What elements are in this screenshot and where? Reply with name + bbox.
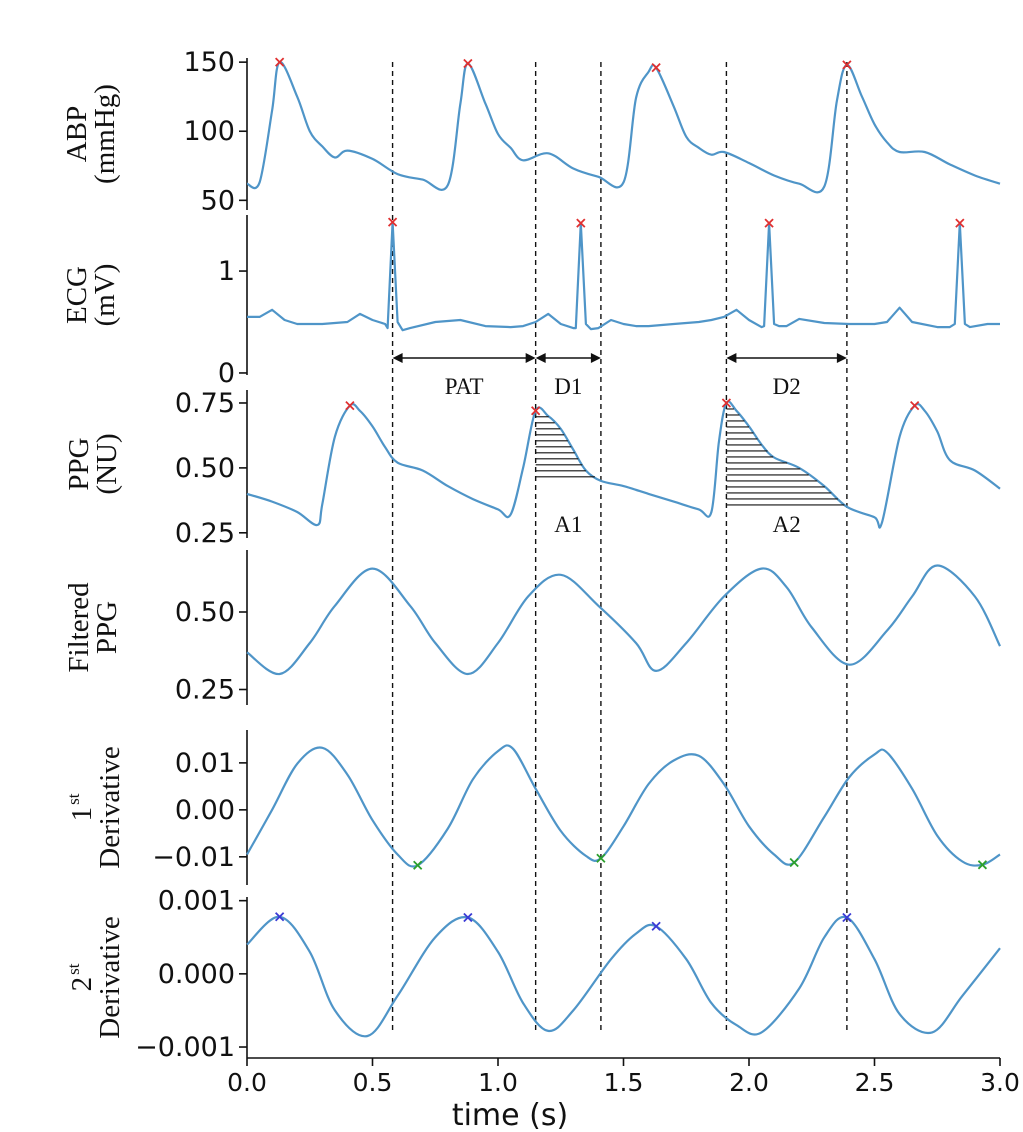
- ppg-marker: [345, 400, 355, 411]
- first_derivative-marker: [413, 860, 423, 870]
- first_derivative-trace: [246, 744, 1001, 868]
- first_derivative-y-tick-label: 0.01: [175, 748, 235, 779]
- ecg-marker: [955, 218, 965, 228]
- second_derivative-y-tick-label: −0.001: [135, 1032, 235, 1063]
- ecg-marker: [576, 218, 586, 228]
- x-axis-label: time (s): [452, 1098, 568, 1132]
- second_derivative-marker: [651, 921, 661, 931]
- signal-traces: [246, 57, 1001, 1038]
- abp-y-label: ABP(mmHg): [61, 84, 121, 184]
- filtered-y-tick-label: 0.25: [175, 675, 235, 706]
- first_derivative-marker: [596, 853, 606, 863]
- ecg-y-label-line: (mV): [89, 264, 121, 327]
- ecg-trace: [247, 221, 1000, 332]
- x-tick-label: 1.5: [604, 1068, 644, 1097]
- second_derivative-marker: [463, 912, 473, 923]
- x-tick-label: 0.0: [227, 1068, 267, 1097]
- interval-d1: D1: [535, 353, 601, 399]
- abp-trace: [246, 60, 1001, 194]
- hatched-area-a2: A2: [726, 408, 845, 537]
- second_derivative-y-label: 2st Derivative: [64, 916, 126, 1038]
- axes-layer: 50 100 150 ABP(mmHg) 0 1 ECG(mV) 0.25 0.50 0.75 PP…: [61, 47, 1020, 1097]
- annotations: PAT D1 D2 A1 A2: [392, 353, 847, 537]
- filtered-y-label-line: PPG: [91, 601, 123, 654]
- ecg-marker: [764, 218, 774, 228]
- ppg-y-label: PPG(NU): [63, 433, 123, 494]
- ppg-marker: [721, 398, 732, 408]
- abp-y-tick-label: 50: [201, 185, 235, 216]
- filtered-y-tick-label: 0.50: [175, 597, 235, 628]
- dashed-time-markers: [391, 62, 848, 1030]
- area-label: A1: [554, 512, 582, 537]
- abp-marker: [274, 57, 285, 67]
- first_derivative-marker: [789, 857, 799, 868]
- ppg-y-tick-label: 0.50: [175, 453, 235, 484]
- first_derivative-marker: [977, 860, 988, 870]
- abp-y-label-line: ABP: [61, 106, 93, 162]
- ecg-y-label-line: ECG: [61, 266, 93, 324]
- abp-y-tick-label: 100: [183, 116, 235, 147]
- second_derivative-trace: [246, 915, 1001, 1038]
- first_derivative-y-tick-label: −0.01: [152, 842, 235, 873]
- ppg-marker: [910, 400, 920, 411]
- second_derivative-y-tick-label: 0.001: [158, 886, 235, 917]
- ppg-y-label-line: (NU): [91, 433, 123, 494]
- abp-marker: [842, 60, 852, 70]
- ppg-y-tick-label: 0.75: [175, 388, 235, 419]
- abp-marker: [463, 58, 473, 69]
- x-tick-label: 2.0: [729, 1068, 769, 1097]
- ecg-y-tick-label: 0: [218, 358, 235, 389]
- x-tick-label: 1.0: [478, 1068, 518, 1097]
- filtered-y-label-line: Filtered: [63, 582, 95, 673]
- first_derivative-y-label: 1st Derivative: [64, 746, 126, 868]
- first_derivative-y-label-line: 1st: [64, 793, 98, 821]
- interval-label: D1: [554, 374, 582, 399]
- interval-label: D2: [773, 374, 801, 399]
- abp-y-tick-label: 150: [183, 47, 235, 78]
- ecg-marker: [387, 217, 398, 227]
- second_derivative-marker: [274, 912, 285, 922]
- ppg-trace: [246, 400, 1001, 529]
- second_derivative-y-tick-label: 0.000: [158, 959, 235, 990]
- x-tick-label: 0.5: [353, 1068, 393, 1097]
- ecg-y-tick-label: 1: [218, 256, 235, 287]
- ecg-y-label: ECG(mV): [61, 264, 121, 327]
- area-label: A2: [773, 512, 801, 537]
- second_derivative-y-label-line: Derivative: [94, 916, 126, 1038]
- hatched-area-a1: A1: [535, 416, 595, 537]
- x-tick-label: 3.0: [980, 1068, 1020, 1097]
- interval-label: PAT: [445, 374, 484, 399]
- abp-marker: [651, 63, 661, 73]
- ppg-y-label-line: PPG: [63, 437, 95, 490]
- filtered-trace: [246, 564, 1001, 676]
- x-tick-label: 2.5: [855, 1068, 895, 1097]
- interval-pat: PAT: [392, 353, 536, 399]
- abp-y-label-line: (mmHg): [89, 84, 121, 184]
- first_derivative-y-label-line: Derivative: [94, 746, 126, 868]
- interval-d2: D2: [726, 353, 847, 399]
- second_derivative-y-label-line: 2st: [64, 963, 98, 991]
- ppg-marker: [531, 406, 541, 416]
- second_derivative-marker: [842, 912, 852, 923]
- first_derivative-y-tick-label: 0.00: [175, 795, 235, 826]
- ppg-y-tick-label: 0.25: [175, 518, 235, 549]
